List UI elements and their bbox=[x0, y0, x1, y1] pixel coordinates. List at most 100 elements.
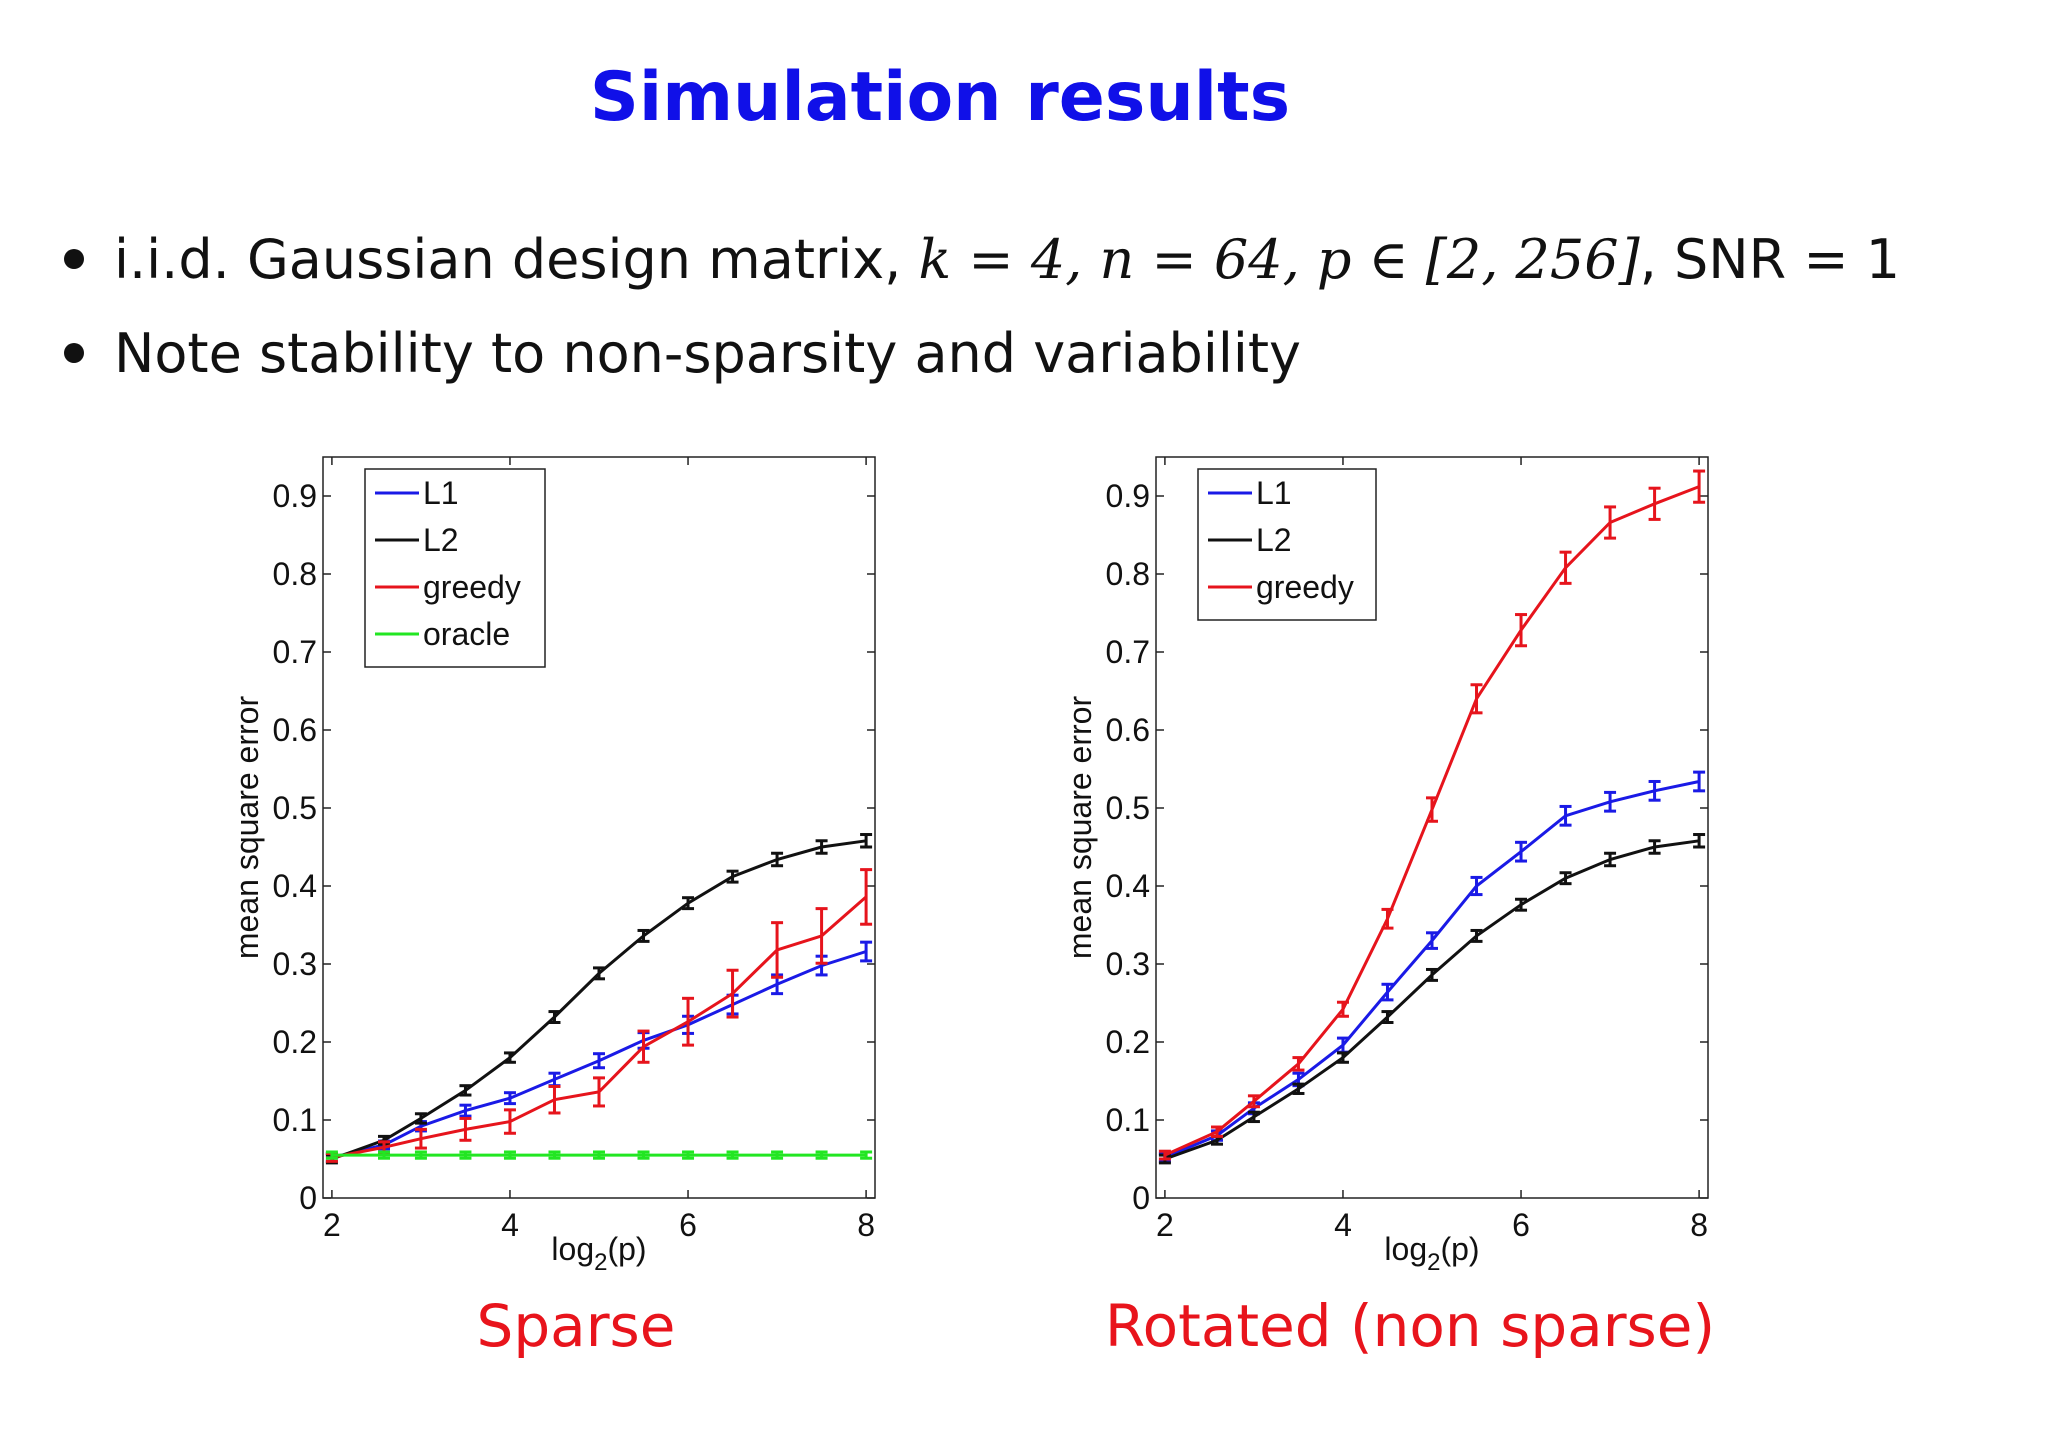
y-tick-label: 0.9 bbox=[273, 478, 317, 514]
data-point-L2 bbox=[1559, 871, 1572, 886]
bullet-design-matrix: i.i.d. Gaussian design matrix, k = 4, n … bbox=[64, 228, 1900, 291]
bullet-dot-icon bbox=[64, 343, 84, 364]
data-point-L2 bbox=[682, 896, 695, 911]
data-point-L2 bbox=[815, 839, 828, 855]
y-tick-label: 0.5 bbox=[1106, 790, 1150, 826]
x-axis-label: log2(p) bbox=[1384, 1231, 1479, 1276]
legend-label-L1: L1 bbox=[1256, 475, 1292, 511]
y-tick-label: 0.2 bbox=[1106, 1024, 1150, 1060]
legend: L1 L2 greedy bbox=[1197, 468, 1377, 621]
data-point-oracle bbox=[377, 1150, 390, 1160]
data-point-greedy bbox=[815, 907, 828, 965]
y-axis-label: mean square error bbox=[229, 696, 265, 960]
data-point-oracle bbox=[414, 1150, 427, 1160]
data-point-L2 bbox=[548, 1010, 561, 1024]
legend-label-L2: L2 bbox=[1256, 522, 1292, 558]
data-point-greedy bbox=[459, 1116, 472, 1142]
data-point-L2 bbox=[1247, 1110, 1260, 1124]
data-point-greedy bbox=[548, 1084, 561, 1115]
data-point-greedy bbox=[1210, 1125, 1223, 1138]
bullet-1-suffix: , SNR = 1 bbox=[1639, 228, 1901, 291]
legend-label-L2: L2 bbox=[423, 522, 459, 558]
data-point-oracle bbox=[771, 1150, 784, 1160]
legend-label-greedy: greedy bbox=[1256, 569, 1354, 605]
data-point-greedy bbox=[1693, 469, 1706, 504]
x-axis-label: log2(p) bbox=[551, 1231, 646, 1276]
series-line-L2 bbox=[1164, 839, 1700, 1161]
data-point-oracle bbox=[503, 1150, 516, 1160]
data-point-L1 bbox=[1470, 875, 1483, 897]
data-point-greedy bbox=[1381, 907, 1394, 930]
y-tick-label: 0.7 bbox=[273, 634, 317, 670]
data-point-greedy bbox=[860, 868, 873, 926]
y-tick-label: 0 bbox=[299, 1180, 317, 1216]
slide-title: Simulation results bbox=[589, 58, 1291, 137]
data-point-oracle bbox=[637, 1150, 650, 1160]
data-point-L1 bbox=[1693, 770, 1706, 793]
data-point-greedy bbox=[503, 1108, 516, 1135]
y-axis-label: mean square error bbox=[1062, 696, 1098, 960]
data-point-L1 bbox=[1648, 779, 1661, 802]
data-point-oracle bbox=[548, 1150, 561, 1160]
plot-frame bbox=[322, 456, 876, 1199]
data-point-L1 bbox=[1381, 982, 1394, 1002]
data-point-L2 bbox=[503, 1051, 516, 1064]
data-point-L1 bbox=[593, 1052, 605, 1070]
bullet-1-math: k = 4, n = 64, p ∈ [2, 256] bbox=[918, 228, 1640, 291]
bullet-dot-icon bbox=[64, 249, 84, 270]
data-point-L2 bbox=[1648, 839, 1661, 855]
data-point-L2 bbox=[1426, 967, 1438, 982]
data-point-greedy bbox=[1247, 1094, 1260, 1109]
chart-panel-1: 0 0.1 0.2 0.3 0.4 0.5 0.6 0.7 0.8 0.9 2 4 6 8 log2(p) m… bbox=[229, 456, 876, 1276]
data-point-oracle bbox=[593, 1150, 605, 1160]
data-point-L2 bbox=[1470, 928, 1483, 943]
data-point-L1 bbox=[1604, 790, 1617, 813]
data-point-L1 bbox=[503, 1091, 516, 1106]
data-point-oracle bbox=[325, 1150, 338, 1160]
data-point-L1 bbox=[1426, 931, 1438, 950]
data-point-L2 bbox=[1515, 897, 1528, 912]
bullet-stability-note: Note stability to non-sparsity and varia… bbox=[64, 322, 1301, 385]
y-tick-label: 0.5 bbox=[273, 790, 317, 826]
data-point-L1 bbox=[548, 1071, 561, 1088]
legend-label-L1: L1 bbox=[423, 475, 459, 511]
data-point-greedy bbox=[771, 921, 784, 979]
legend: L1 L2 greedy oracle bbox=[364, 468, 546, 668]
data-point-greedy bbox=[593, 1076, 605, 1108]
data-point-greedy bbox=[1559, 550, 1572, 585]
legend-label-oracle: oracle bbox=[423, 616, 510, 652]
data-point-L2 bbox=[459, 1084, 472, 1097]
data-point-greedy bbox=[1515, 613, 1528, 648]
data-point-greedy bbox=[637, 1029, 650, 1064]
y-tick-label: 0.6 bbox=[1106, 712, 1150, 748]
caption-rotated: Rotated (non sparse) bbox=[1104, 1292, 1716, 1360]
data-point-oracle bbox=[682, 1150, 695, 1160]
x-tick-label: 8 bbox=[857, 1207, 875, 1243]
data-point-greedy bbox=[414, 1127, 427, 1150]
data-point-L2 bbox=[860, 833, 873, 849]
y-tick-label: 0.3 bbox=[1106, 946, 1150, 982]
data-point-greedy bbox=[682, 996, 695, 1047]
data-point-greedy bbox=[1604, 505, 1617, 540]
data-point-L1 bbox=[459, 1103, 472, 1118]
data-point-oracle bbox=[860, 1150, 873, 1160]
data-point-L1 bbox=[1559, 804, 1572, 827]
bullet-1-prefix: i.i.d. Gaussian design matrix, bbox=[114, 228, 919, 291]
x-tick-label: 6 bbox=[1512, 1207, 1530, 1243]
series-greedy bbox=[325, 868, 873, 1163]
y-tick-label: 0.4 bbox=[1106, 868, 1150, 904]
y-tick-label: 0.6 bbox=[273, 712, 317, 748]
bullet-2-text: Note stability to non-sparsity and varia… bbox=[114, 322, 1301, 385]
data-point-L2 bbox=[1381, 1010, 1394, 1024]
caption-sparse: Sparse bbox=[476, 1292, 676, 1360]
data-point-L1 bbox=[860, 940, 873, 963]
data-point-oracle bbox=[815, 1150, 828, 1160]
data-point-oracle bbox=[726, 1150, 739, 1160]
data-point-L2 bbox=[1292, 1082, 1305, 1095]
y-tick-label: 0.7 bbox=[1106, 634, 1150, 670]
plot-frame bbox=[1155, 456, 1709, 1199]
series-greedy bbox=[1158, 469, 1706, 1161]
data-point-L2 bbox=[414, 1112, 427, 1125]
y-tick-label: 0.8 bbox=[273, 556, 317, 592]
data-point-L1 bbox=[1515, 840, 1528, 863]
